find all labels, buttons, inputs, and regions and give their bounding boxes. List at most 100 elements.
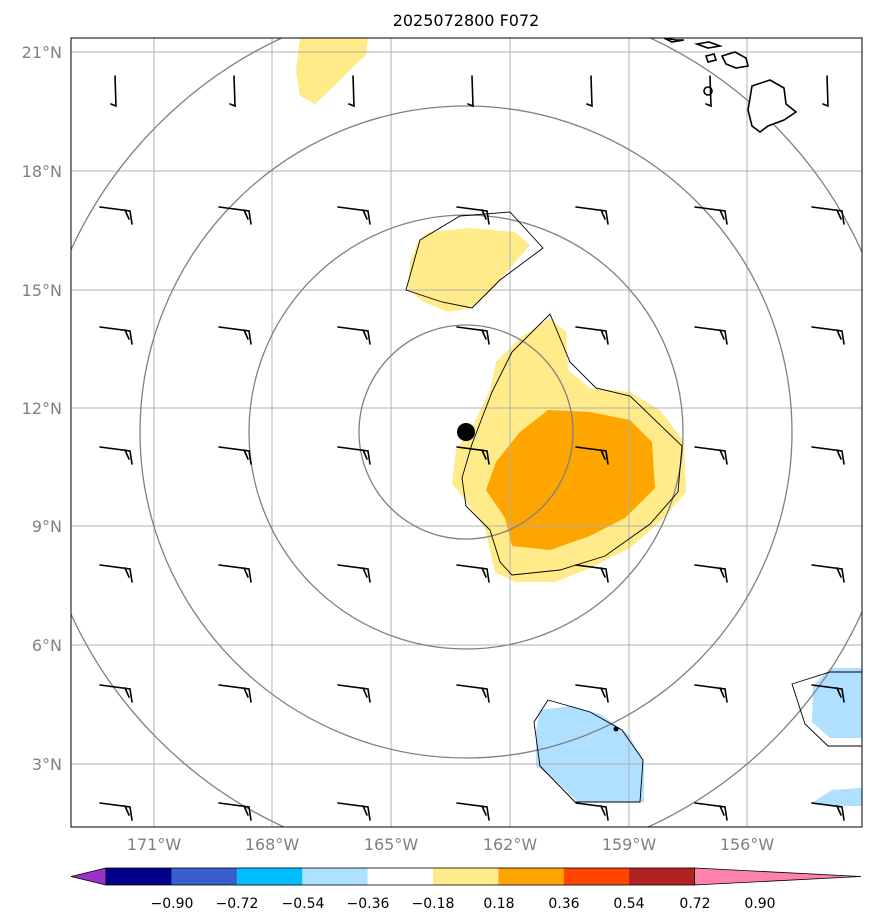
wind-barb: [811, 326, 845, 345]
colorbar-segment: [563, 868, 630, 885]
lat-label: 6°N: [32, 636, 62, 655]
wind-barb: [337, 326, 371, 345]
wind-barb: [456, 206, 490, 225]
wind-barb: [575, 326, 609, 345]
colorbar-label: −0.54: [282, 896, 325, 912]
wind-barb: [575, 206, 609, 225]
wind-barb: [348, 75, 355, 108]
colorbar-segment: [629, 868, 696, 885]
wind-barb: [586, 75, 593, 108]
lat-label: 3°N: [32, 755, 62, 774]
wind-barb: [456, 446, 490, 465]
range-ring-2: [248, 214, 684, 650]
wind-barbs: [99, 75, 845, 821]
wind-barb: [694, 326, 728, 345]
latitude-labels: 21°N 18°N 15°N 12°N 9°N 6°N 3°N: [22, 43, 62, 774]
wind-barb: [822, 75, 829, 108]
island-big: [747, 79, 798, 133]
colorbar-segment: [302, 868, 369, 885]
colorbar-outline: [105, 867, 695, 886]
wind-barb: [99, 684, 133, 703]
lon-label: 168°W: [245, 835, 300, 854]
wind-barb: [811, 446, 845, 465]
wind-barb: [337, 802, 371, 821]
lat-label: 21°N: [22, 43, 62, 62]
contour-south: [533, 699, 644, 803]
colorbar-segment: [433, 868, 499, 885]
figure-title: 2025072800 F072: [393, 11, 540, 30]
wind-barb: [694, 802, 728, 821]
range-ring-3: [139, 105, 793, 759]
island-oahu: [693, 41, 724, 49]
negative-anomaly-southeast: [810, 788, 862, 806]
range-ring-1: [358, 324, 574, 540]
colorbar-labels: −0.90 −0.72 −0.54 −0.36 −0.18 0.18 0.36 …: [151, 896, 776, 912]
wind-barb: [456, 684, 490, 703]
wind-barb: [218, 206, 252, 225]
wind-barb: [575, 446, 609, 465]
colorbar-label: 0.90: [744, 896, 775, 912]
colorbar-label: 0.54: [613, 896, 644, 912]
island-maui: [720, 51, 749, 69]
wind-barb: [575, 564, 609, 583]
map-frame: [70, 37, 863, 828]
wind-barb: [694, 446, 728, 465]
lon-label: 171°W: [127, 835, 182, 854]
contour-main: [461, 313, 683, 576]
wind-barb: [110, 75, 117, 108]
island-molokai: [704, 53, 718, 63]
wind-barb: [467, 75, 474, 108]
colorbar-segment: [367, 868, 434, 885]
colorbar-label: 0.18: [483, 896, 514, 912]
contour-lines: [405, 211, 862, 803]
colorbar-extend-high: [694, 867, 862, 886]
wind-barb: [99, 446, 133, 465]
gridlines: [71, 38, 862, 827]
colorbar-segment: [498, 868, 565, 885]
colorbar-label: −0.18: [412, 896, 455, 912]
wind-barb: [705, 75, 712, 108]
wind-barb: [218, 326, 252, 345]
wind-barb: [99, 564, 133, 583]
lat-label: 15°N: [22, 281, 62, 300]
wind-barb: [456, 326, 490, 345]
wind-barb: [99, 206, 133, 225]
storm-center-marker: [457, 423, 475, 441]
lon-label: 159°W: [602, 835, 657, 854]
contour-east: [791, 671, 862, 747]
longitude-labels: 171°W 168°W 165°W 162°W 159°W 156°W: [127, 835, 775, 854]
colorbar-segment: [236, 868, 303, 885]
lat-label: 18°N: [22, 162, 62, 181]
wind-barb: [456, 802, 490, 821]
colorbar-extend-low: [70, 867, 107, 886]
wind-barb: [575, 802, 609, 821]
coastlines: [613, 38, 798, 732]
wind-barb: [337, 206, 371, 225]
colorbar-label: 0.36: [548, 896, 579, 912]
colorbar-segment: [171, 868, 238, 885]
positive-anomaly-north: [296, 38, 368, 104]
range-rings: [71, 38, 862, 827]
wind-barb: [337, 564, 371, 583]
wind-barb: [456, 564, 490, 583]
colorbar-label: 0.72: [679, 896, 710, 912]
wind-barb: [218, 802, 252, 821]
negative-anomaly-east: [812, 668, 862, 738]
wind-barb: [337, 446, 371, 465]
colorbar-label: −0.72: [216, 896, 259, 912]
wind-barb: [811, 564, 845, 583]
colorbar-label: −0.90: [151, 896, 194, 912]
strong-positive-anomaly: [486, 410, 655, 550]
contour-central: [405, 211, 544, 309]
wind-barb: [811, 684, 845, 703]
wind-barb: [99, 326, 133, 345]
lon-label: 165°W: [364, 835, 419, 854]
colorbar-label: −0.36: [347, 896, 390, 912]
colorbar-segment: [106, 868, 172, 885]
wind-barb: [811, 802, 845, 821]
wind-barb: [218, 684, 252, 703]
map-area: [71, 38, 862, 827]
island-kauai: [663, 38, 685, 43]
wind-barb: [811, 206, 845, 225]
